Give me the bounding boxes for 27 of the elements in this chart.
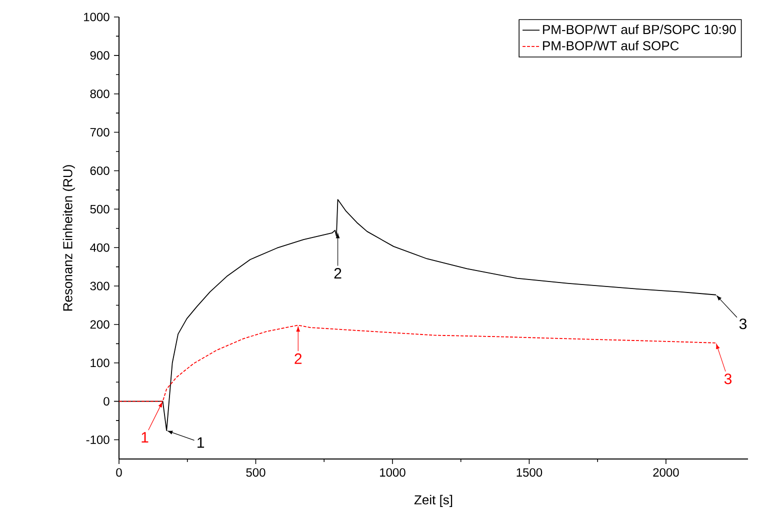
annotation: 1: [198, 437, 204, 448]
annotation: 1: [142, 432, 148, 442]
y-tick-label: 700: [90, 128, 110, 137]
y-tick-label: 500: [90, 204, 110, 214]
y-tick-label: 900: [90, 51, 110, 60]
x-axis-title: Zeit [s]: [414, 494, 452, 508]
y-tick-label: 0: [104, 397, 110, 406]
annotation: 3: [739, 318, 747, 330]
y-axis-title: Resonanz Einheiten (RU): [62, 165, 75, 311]
x-tick-label: 1000: [380, 468, 406, 477]
y-tick-label: 100: [90, 358, 110, 368]
y-tick-label: 800: [90, 90, 110, 98]
x-tick-label: 0: [116, 468, 122, 477]
x-tick-label: 1500: [516, 468, 542, 477]
y-tick-label: 400: [90, 243, 110, 252]
annotation: 3: [724, 374, 732, 384]
y-tick-label: 1000: [84, 12, 110, 22]
legend-label: PM-BOP/WT auf SOPC: [543, 40, 679, 50]
y-tick-label: 600: [90, 166, 110, 175]
y-tick-label: -100: [86, 436, 110, 444]
legend-label: PM-BOP/WT auf BP/SOPC 10:90: [543, 24, 736, 34]
x-tick-label: 2000: [653, 468, 679, 477]
annotation: 2: [334, 268, 342, 278]
annotation: 2: [294, 353, 302, 364]
y-tick-label: 300: [90, 282, 110, 290]
y-tick-label: 200: [90, 320, 110, 329]
x-tick-label: 500: [246, 468, 266, 477]
